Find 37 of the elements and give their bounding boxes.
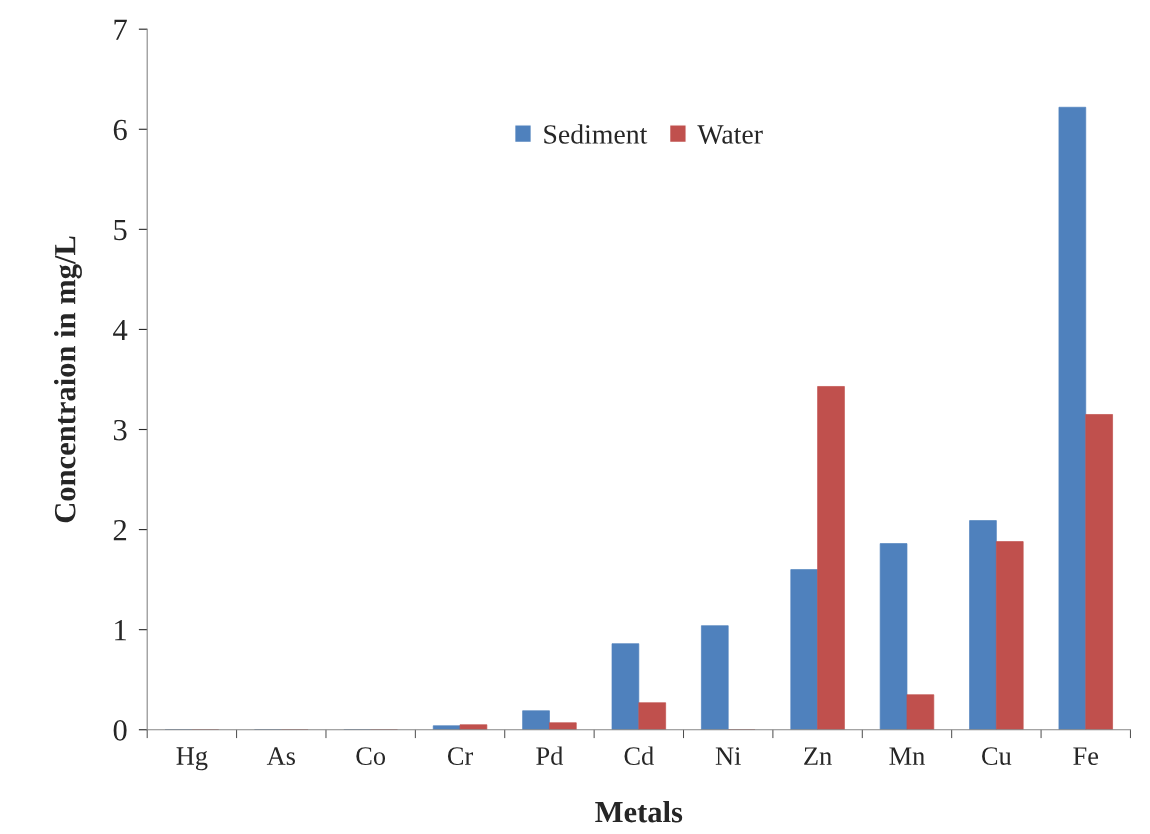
x-tick-label: Pd (536, 746, 564, 765)
bar (701, 625, 729, 730)
bar (906, 694, 935, 730)
x-tick-label: As (266, 747, 295, 765)
x-tick-label: Zn (804, 747, 832, 765)
bar (879, 543, 908, 730)
y-axis-title: Concentraion in mg/L (53, 236, 82, 523)
x-tick-label: Hg (176, 747, 208, 771)
y-tick-label: 2 (113, 519, 127, 541)
legend-label: Sediment (544, 124, 648, 144)
bar (1058, 106, 1087, 730)
bar (522, 710, 550, 730)
bar (996, 541, 1024, 730)
bar (611, 643, 640, 730)
x-axis-title: Metals (595, 800, 683, 823)
bar (969, 520, 997, 730)
x-tick-label: Fe (1073, 747, 1099, 765)
bar (459, 724, 488, 730)
y-tick-label: 7 (114, 19, 127, 40)
y-tick-label: 0 (113, 720, 127, 741)
x-tick-label: Mn (889, 747, 925, 765)
y-tick-label: 6 (113, 119, 127, 141)
bar (1085, 414, 1113, 730)
x-tick-label: Co (356, 747, 386, 765)
bar (790, 569, 818, 730)
bar (817, 386, 845, 730)
x-tick-label: Cr (447, 747, 474, 765)
y-tick-label: 4 (113, 319, 128, 341)
x-tick-label: Ni (715, 747, 741, 765)
bar (549, 722, 577, 730)
y-tick-label: 5 (114, 219, 127, 241)
legend-label: Water (697, 125, 763, 144)
x-tick-label: Cd (624, 746, 654, 765)
y-tick-label: 1 (115, 620, 126, 641)
x-tick-label: Cu (982, 747, 1012, 765)
y-tick-label: 3 (113, 419, 127, 441)
bar (638, 702, 666, 730)
